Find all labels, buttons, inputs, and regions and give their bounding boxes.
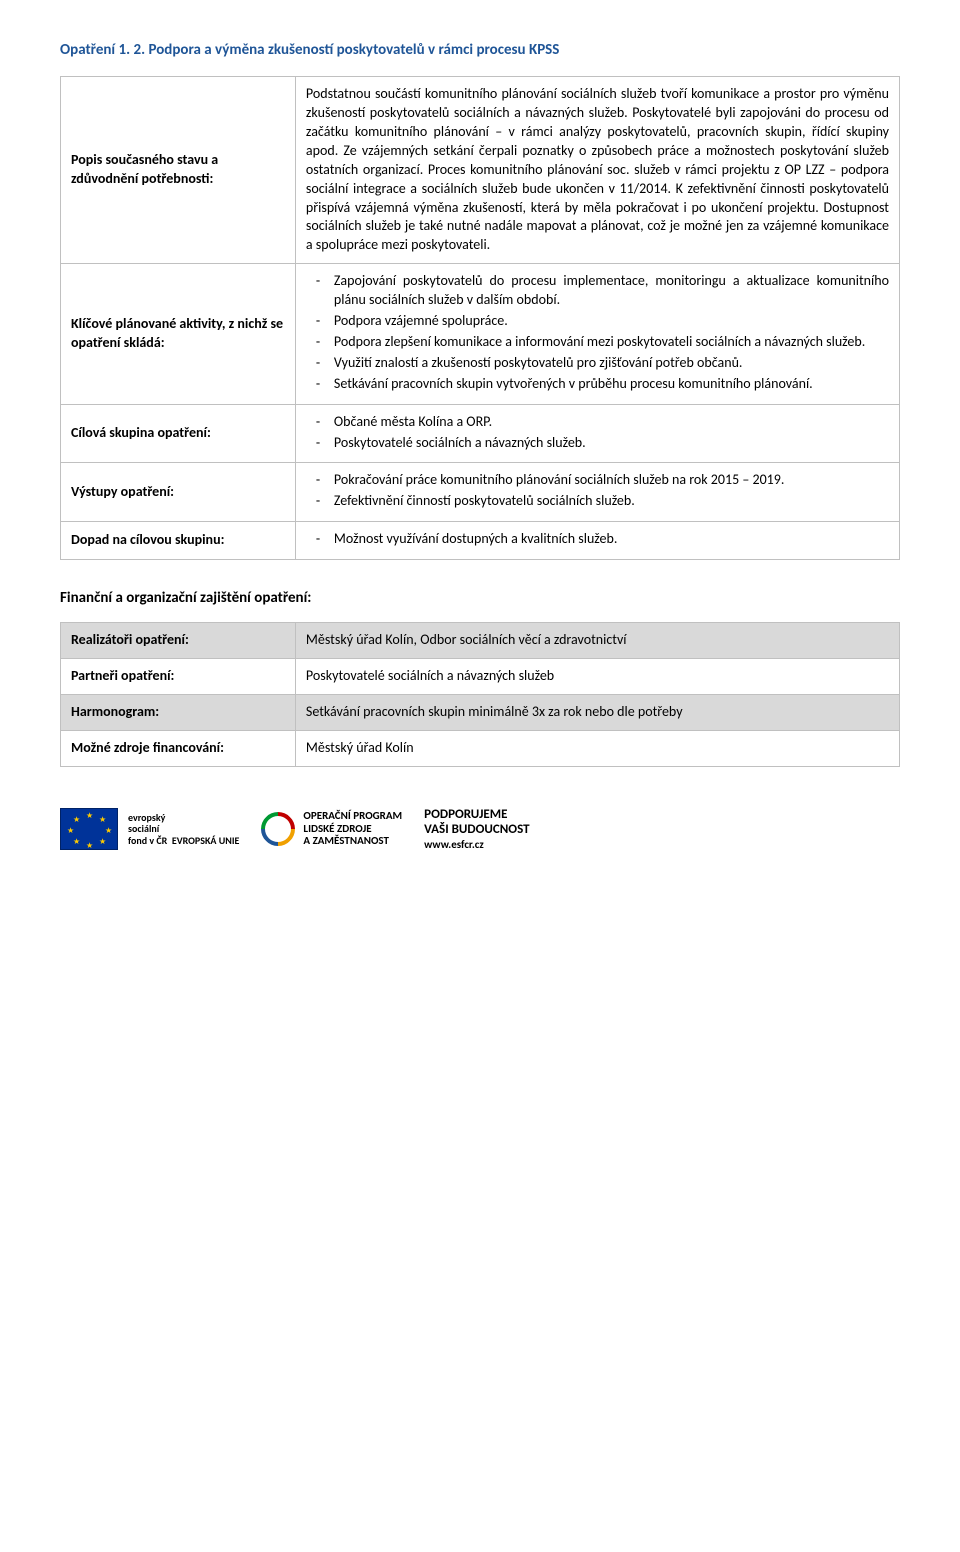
list-item: Zapojování poskytovatelů do procesu impl… bbox=[306, 272, 889, 310]
row-label: Realizátoři opatření: bbox=[61, 623, 296, 659]
row-list: Zapojování poskytovatelů do procesu impl… bbox=[295, 264, 899, 404]
table-row: Realizátoři opatření: Městský úřad Kolín… bbox=[61, 623, 900, 659]
row-text: Podstatnou součástí komunitního plánován… bbox=[295, 77, 899, 264]
esf-line: fond v ČR bbox=[128, 834, 167, 847]
oplzz-line: A ZAMĚSTNANOST bbox=[303, 835, 402, 848]
row-label: Dopad na cílovou skupinu: bbox=[61, 522, 296, 560]
list-item: Občané města Kolína a ORP. bbox=[306, 413, 889, 432]
esf-line: EVROPSKÁ UNIE bbox=[172, 834, 240, 847]
row-text: Městský úřad Kolín, Odbor sociálních věc… bbox=[295, 623, 899, 659]
row-label: Možné zdroje financování: bbox=[61, 730, 296, 766]
main-table: Popis současného stavu a zdůvodnění potř… bbox=[60, 76, 900, 560]
row-label: Harmonogram: bbox=[61, 695, 296, 731]
list-item: Podpora zlepšení komunikace a informován… bbox=[306, 333, 889, 352]
support-block: PODPORUJEME VAŠI BUDOUCNOST www.esfcr.cz bbox=[424, 807, 529, 851]
table-row: Výstupy opatření: Pokračování práce komu… bbox=[61, 463, 900, 522]
row-text: Městský úřad Kolín bbox=[295, 730, 899, 766]
esf-text: evropský sociální fond v ČR EVROPSKÁ UNI… bbox=[128, 812, 239, 847]
row-list: Pokračování práce komunitního plánování … bbox=[295, 463, 899, 522]
list-item: Setkávání pracovních skupin vytvořených … bbox=[306, 375, 889, 394]
oplzz-icon bbox=[261, 812, 295, 846]
oplzz-line: OPERAČNÍ PROGRAM bbox=[303, 810, 402, 823]
list-item: Využití znalostí a zkušeností poskytovat… bbox=[306, 354, 889, 373]
page-title: Opatření 1. 2. Podpora a výměna zkušenos… bbox=[60, 40, 900, 60]
support-url: www.esfcr.cz bbox=[424, 838, 529, 851]
esf-logo-block: ★ ★ ★ ★ ★ ★ ★ ★ evropský sociální fond v… bbox=[60, 808, 239, 850]
oplzz-logo-block: OPERAČNÍ PROGRAM LIDSKÉ ZDROJE A ZAMĚSTN… bbox=[261, 810, 402, 848]
support-headline: PODPORUJEME bbox=[424, 807, 529, 823]
section-title: Finanční a organizační zajištění opatřen… bbox=[60, 588, 900, 608]
list-item: Pokračování práce komunitního plánování … bbox=[306, 471, 889, 490]
table-row: Popis současného stavu a zdůvodnění potř… bbox=[61, 77, 900, 264]
row-label: Výstupy opatření: bbox=[61, 463, 296, 522]
row-list: Občané města Kolína a ORP. Poskytovatelé… bbox=[295, 404, 899, 463]
row-text: Setkávání pracovních skupin minimálně 3x… bbox=[295, 695, 899, 731]
list-item: Poskytovatelé sociálních a návazných slu… bbox=[306, 434, 889, 453]
list-item: Podpora vzájemné spolupráce. bbox=[306, 312, 889, 331]
table-row: Možné zdroje financování: Městský úřad K… bbox=[61, 730, 900, 766]
row-label: Cílová skupina opatření: bbox=[61, 404, 296, 463]
list-item: Možnost využívání dostupných a kvalitníc… bbox=[306, 530, 889, 549]
table-row: Klíčové plánované aktivity, z nichž se o… bbox=[61, 264, 900, 404]
table-row: Harmonogram: Setkávání pracovních skupin… bbox=[61, 695, 900, 731]
table-row: Partneři opatření: Poskytovatelé sociáln… bbox=[61, 659, 900, 695]
table-row: Dopad na cílovou skupinu: Možnost využív… bbox=[61, 522, 900, 560]
row-label: Klíčové plánované aktivity, z nichž se o… bbox=[61, 264, 296, 404]
table-row: Cílová skupina opatření: Občané města Ko… bbox=[61, 404, 900, 463]
oplzz-text: OPERAČNÍ PROGRAM LIDSKÉ ZDROJE A ZAMĚSTN… bbox=[303, 810, 402, 848]
list-item: Zefektivnění činností poskytovatelů soci… bbox=[306, 492, 889, 511]
row-text: Poskytovatelé sociálních a návazných slu… bbox=[295, 659, 899, 695]
footer: ★ ★ ★ ★ ★ ★ ★ ★ evropský sociální fond v… bbox=[60, 807, 900, 851]
row-list: Možnost využívání dostupných a kvalitníc… bbox=[295, 522, 899, 560]
eu-flag-icon: ★ ★ ★ ★ ★ ★ ★ ★ bbox=[60, 808, 118, 850]
support-sub: VAŠI BUDOUCNOST bbox=[424, 822, 529, 838]
row-label: Popis současného stavu a zdůvodnění potř… bbox=[61, 77, 296, 264]
finance-table: Realizátoři opatření: Městský úřad Kolín… bbox=[60, 622, 900, 767]
row-label: Partneři opatření: bbox=[61, 659, 296, 695]
